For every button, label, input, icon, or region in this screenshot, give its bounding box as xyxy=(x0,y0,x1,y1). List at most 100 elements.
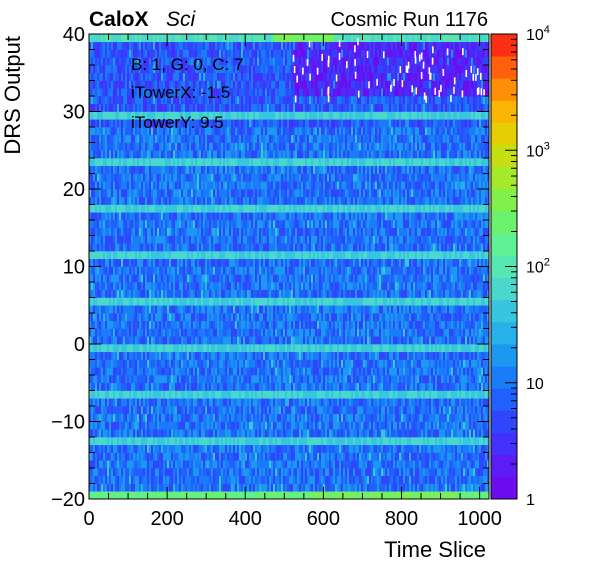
heatmap-cell xyxy=(143,406,146,415)
heatmap-cell xyxy=(343,413,346,422)
heatmap-cell xyxy=(113,398,116,407)
heatmap-cell xyxy=(305,344,308,353)
heatmap-cell xyxy=(293,406,296,415)
heatmap-cell xyxy=(289,390,292,399)
heatmap-cell xyxy=(391,367,394,376)
heatmap-cell xyxy=(243,313,246,322)
heatmap-cell xyxy=(165,382,168,391)
heatmap-cell xyxy=(425,406,428,415)
heatmap-cell xyxy=(167,344,170,353)
heatmap-cell xyxy=(175,390,178,399)
heatmap-cell xyxy=(161,491,164,499)
heatmap-cell xyxy=(485,359,488,368)
heatmap-cell xyxy=(263,351,266,360)
heatmap-cell xyxy=(139,475,142,484)
heatmap-cell xyxy=(331,437,334,446)
heatmap-cell xyxy=(411,344,414,353)
heatmap-cell xyxy=(253,421,256,430)
heatmap-cell xyxy=(187,382,190,391)
heatmap-cell xyxy=(193,344,196,353)
heatmap-cell xyxy=(295,344,298,353)
heatmap-cell xyxy=(375,452,378,461)
heatmap-cell xyxy=(91,421,94,430)
heatmap-cell xyxy=(323,444,326,453)
heatmap-cell xyxy=(105,351,108,360)
heatmap-cell xyxy=(233,437,236,446)
heatmap-cell xyxy=(187,429,190,438)
heatmap-cell xyxy=(315,468,318,477)
heatmap-cell xyxy=(269,320,272,329)
heatmap-cell xyxy=(379,429,382,438)
heatmap-cell xyxy=(453,375,456,384)
heatmap-cell xyxy=(319,452,322,461)
heatmap-cell xyxy=(159,421,162,430)
heatmap-cell xyxy=(189,468,192,477)
heatmap-cell xyxy=(405,320,408,329)
heatmap-cell xyxy=(443,444,446,453)
heatmap-cell xyxy=(155,406,158,415)
heatmap-cell xyxy=(351,452,354,461)
heatmap-cell xyxy=(143,460,146,469)
heatmap-cell xyxy=(319,336,322,345)
heatmap-cell xyxy=(147,421,150,430)
heatmap-cell xyxy=(471,359,474,368)
heatmap-cell xyxy=(163,359,166,368)
heatmap-cell xyxy=(301,351,304,360)
heatmap-cell xyxy=(129,444,132,453)
heatmap-cell xyxy=(399,444,402,453)
heatmap-cell xyxy=(227,437,230,446)
heatmap-cell xyxy=(161,320,164,329)
heatmap-cell xyxy=(331,390,334,399)
heatmap-cell xyxy=(429,351,432,360)
heatmap-cell xyxy=(421,320,424,329)
heatmap-cell xyxy=(389,491,392,499)
heatmap-cell xyxy=(323,468,326,477)
heatmap-cell xyxy=(227,452,230,461)
heatmap-cell xyxy=(147,382,150,391)
heatmap-cell xyxy=(433,460,436,469)
heatmap-cell xyxy=(339,305,342,314)
heatmap-cell xyxy=(407,475,410,484)
heatmap-cell xyxy=(179,413,182,422)
heatmap-cell xyxy=(461,382,464,391)
heatmap-cell xyxy=(397,444,400,453)
heatmap-cell xyxy=(431,444,434,453)
heatmap-cell xyxy=(357,491,360,499)
heatmap-cell xyxy=(339,351,342,360)
heatmap-cell xyxy=(161,313,164,322)
heatmap-cell xyxy=(311,305,314,314)
heatmap-cell xyxy=(347,483,350,492)
heatmap-cell xyxy=(195,421,198,430)
heatmap-cell xyxy=(189,351,192,360)
heatmap-cell xyxy=(159,305,162,314)
heatmap-cell xyxy=(257,390,260,399)
heatmap-cell xyxy=(175,475,178,484)
heatmap-cell xyxy=(107,305,110,314)
heatmap-cell xyxy=(187,367,190,376)
heatmap-cell xyxy=(437,468,440,477)
heatmap-cell xyxy=(99,344,102,353)
heatmap-cell xyxy=(91,444,94,453)
heatmap-cell xyxy=(297,382,300,391)
heatmap-cell xyxy=(411,367,414,376)
heatmap-cell xyxy=(173,390,176,399)
heatmap-cell xyxy=(183,483,186,492)
heatmap-cell xyxy=(445,336,448,345)
heatmap-cell xyxy=(243,328,246,337)
heatmap-cell xyxy=(297,460,300,469)
heatmap-cell xyxy=(457,452,460,461)
heatmap-cell xyxy=(191,483,194,492)
heatmap-cell xyxy=(205,437,208,446)
heatmap-cell xyxy=(375,406,378,415)
heatmap-cell xyxy=(439,406,442,415)
heatmap-cell xyxy=(173,398,176,407)
heatmap-cell xyxy=(235,313,238,322)
heatmap-cell xyxy=(467,390,470,399)
heatmap-cell xyxy=(387,460,390,469)
heatmap-cell xyxy=(307,475,310,484)
heatmap-cell xyxy=(459,483,462,492)
heatmap-cell xyxy=(311,421,314,430)
heatmap-cell xyxy=(115,452,118,461)
heatmap-cell xyxy=(249,429,252,438)
heatmap-cell xyxy=(113,382,116,391)
